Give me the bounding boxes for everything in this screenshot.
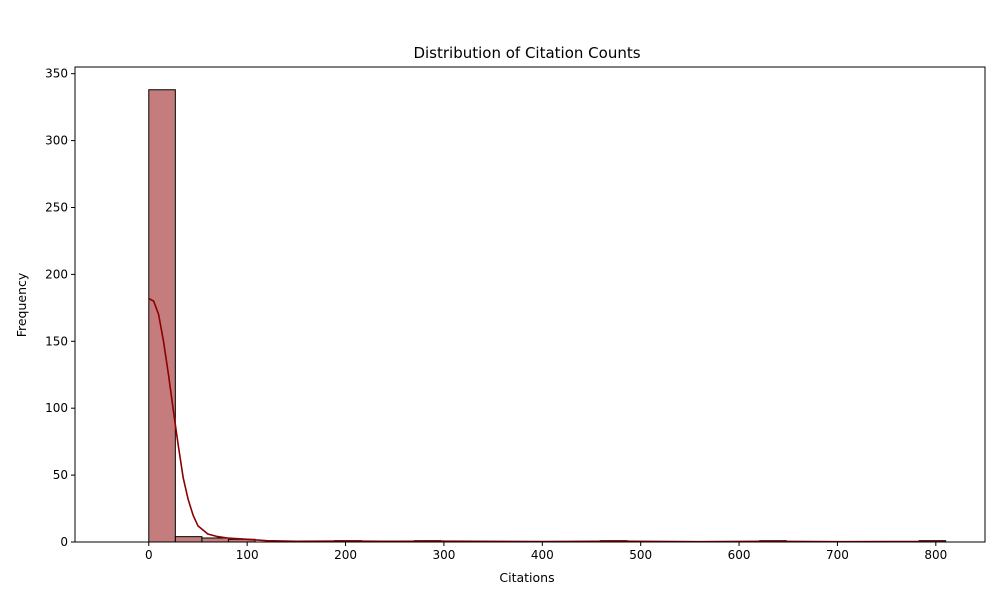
chart-title: Distribution of Citation Counts (413, 44, 640, 62)
x-tick-label: 500 (629, 548, 652, 562)
x-tick-label: 300 (432, 548, 455, 562)
kde-curve (148, 297, 946, 543)
x-tick-label: 600 (728, 548, 751, 562)
y-tick-label: 250 (45, 200, 68, 214)
y-tick-label: 50 (53, 468, 68, 482)
x-tick-label: 800 (924, 548, 947, 562)
plot-frame (74, 66, 986, 543)
x-axis-label: Citations (499, 570, 554, 585)
y-tick-label: 150 (45, 334, 68, 348)
x-tick-label: 100 (236, 548, 259, 562)
y-tick-label: 0 (60, 535, 68, 549)
y-axis-label: Frequency (14, 272, 29, 337)
x-tick-label: 700 (826, 548, 849, 562)
y-axis-ticks: 0 50 100 150 200 250 300 350 (45, 67, 75, 549)
histogram-bar (201, 537, 229, 543)
histogram-bar (174, 536, 203, 543)
x-tick-label: 400 (531, 548, 554, 562)
histogram-bar (148, 89, 176, 543)
y-tick-label: 100 (45, 401, 68, 415)
y-tick-label: 200 (45, 267, 68, 281)
histogram-bars (148, 89, 947, 543)
x-tick-label: 0 (145, 548, 153, 562)
x-axis-ticks: 0 100 200 300 400 500 600 700 800 (145, 542, 947, 562)
x-tick-label: 200 (334, 548, 357, 562)
y-tick-label: 300 (45, 134, 68, 148)
kde-curve-group (148, 297, 946, 543)
y-tick-label: 350 (45, 67, 68, 81)
